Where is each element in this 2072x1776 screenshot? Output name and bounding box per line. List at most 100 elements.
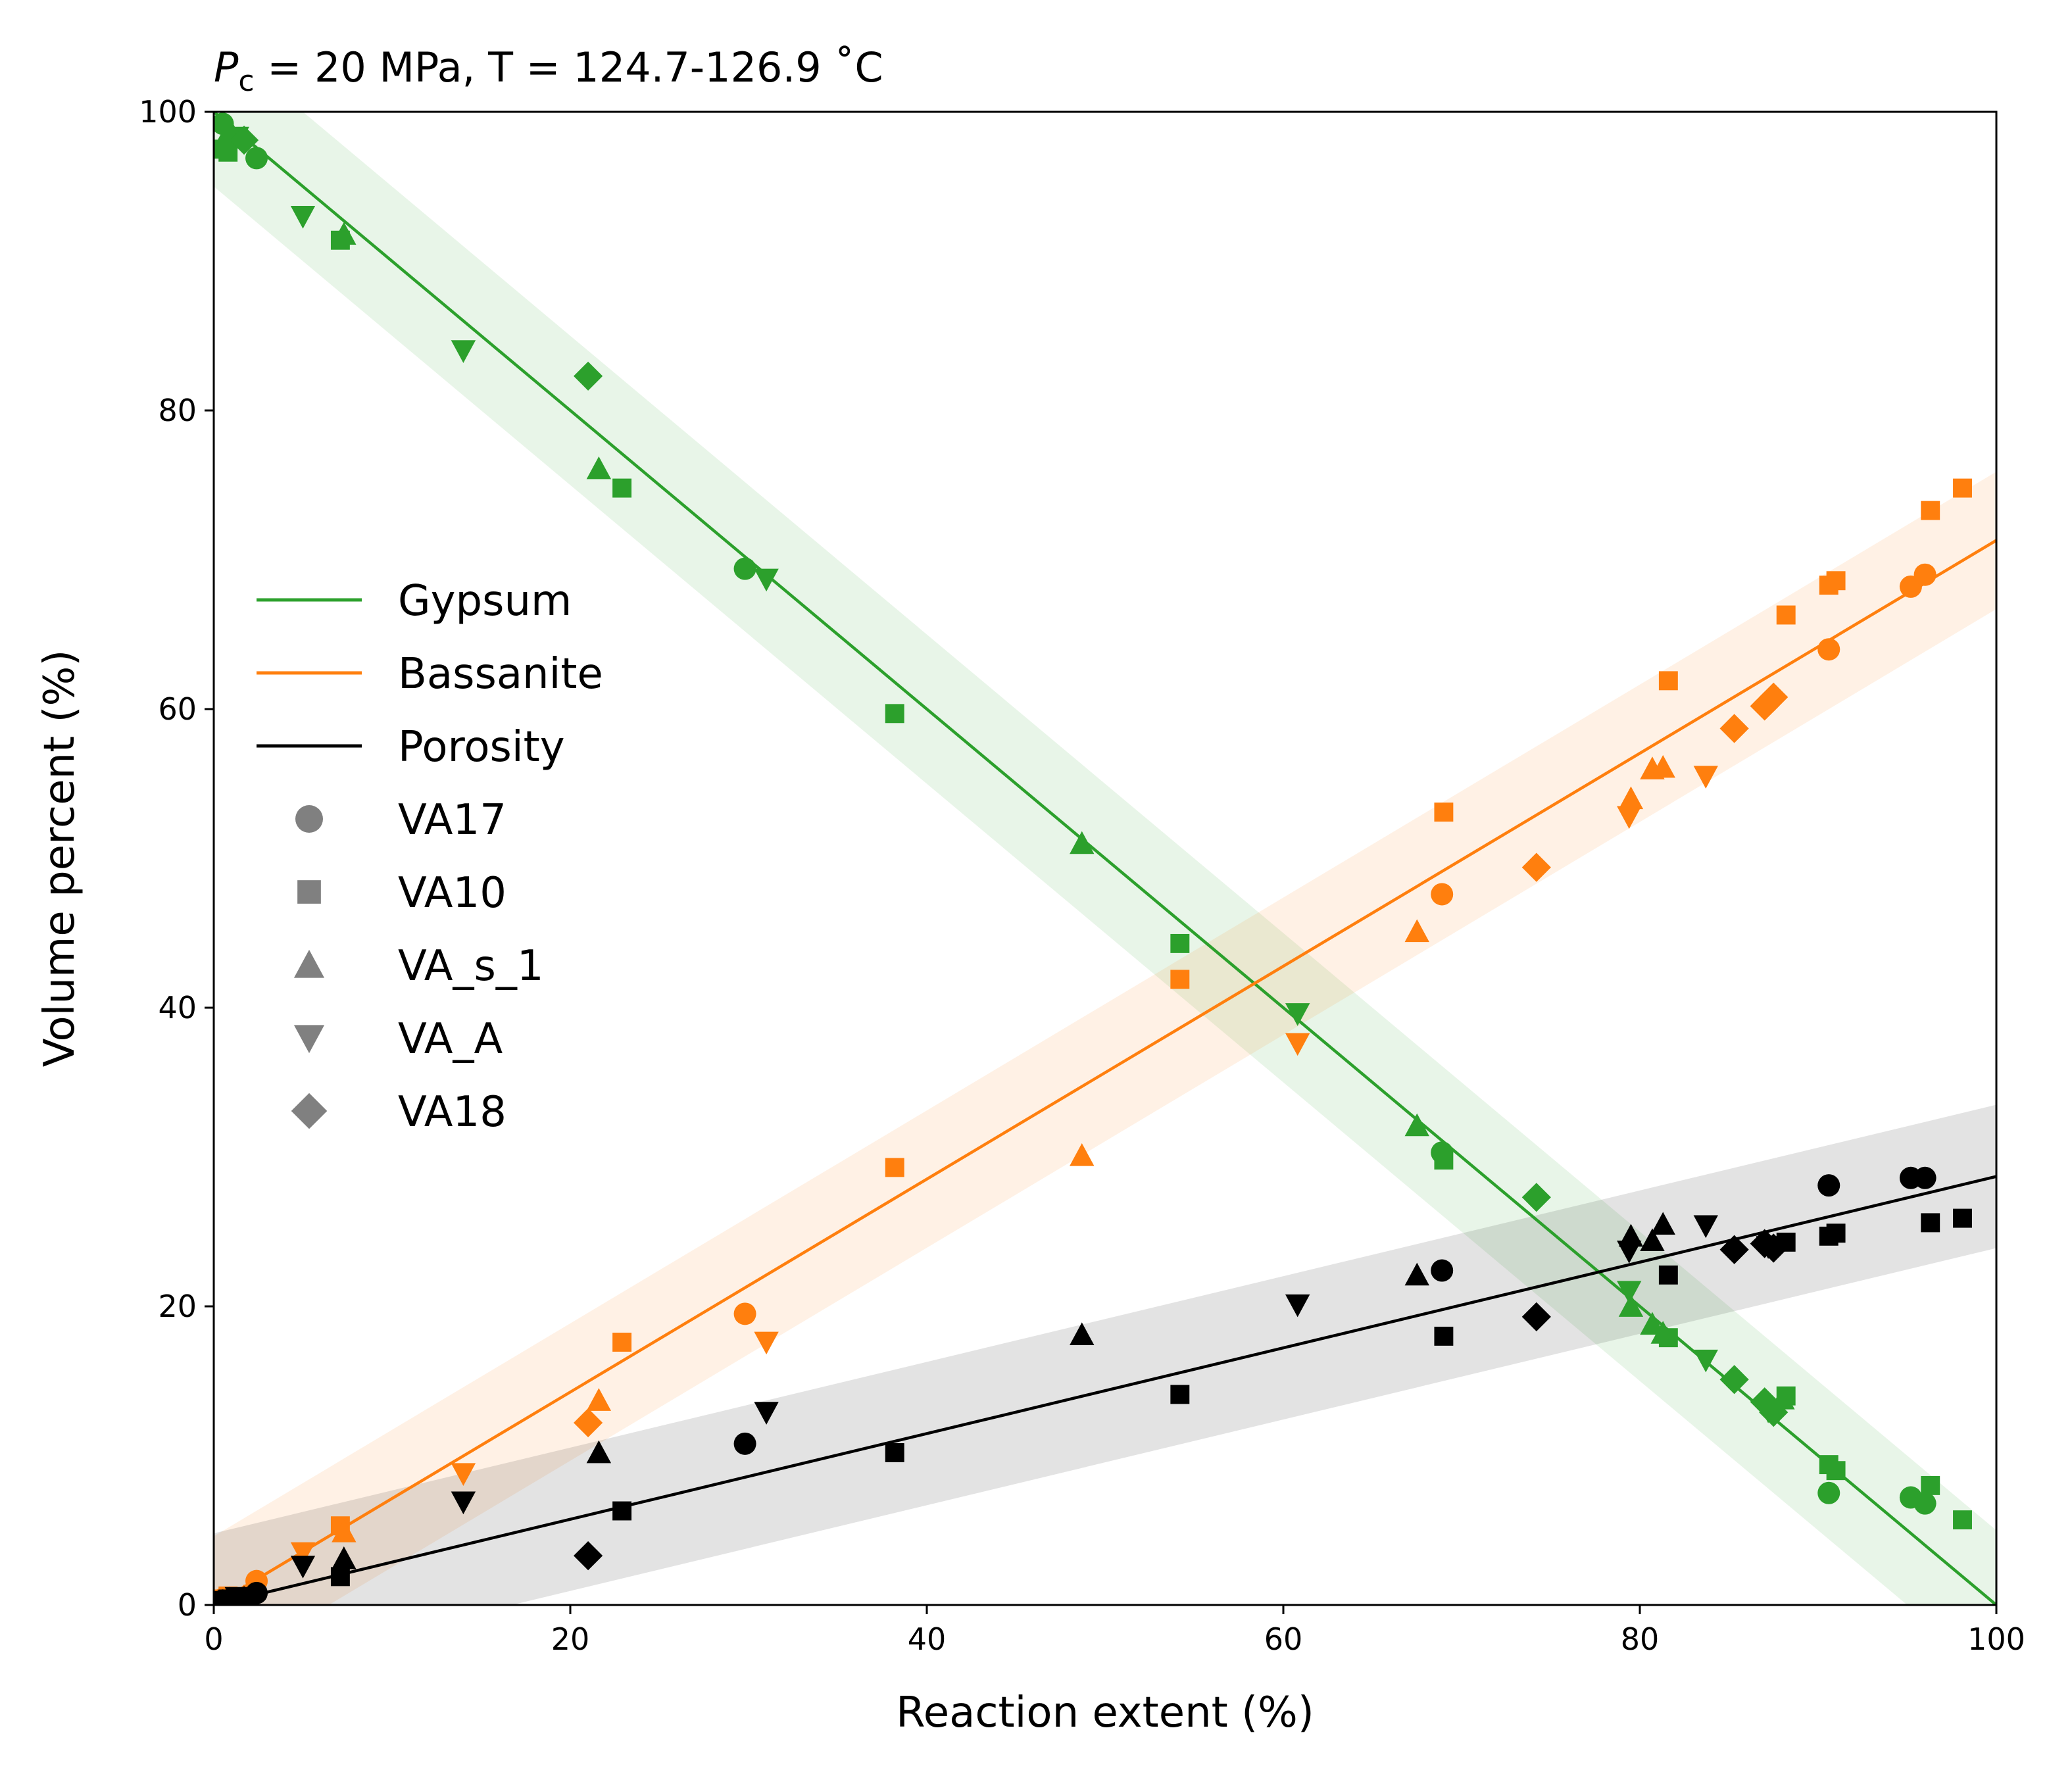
data-point-gypsum-va18 xyxy=(229,126,259,155)
data-point-bassanite-va17 xyxy=(1913,563,1936,586)
data-point-porosity-va10 xyxy=(1170,1385,1190,1404)
data-point-porosity-va-s-1 xyxy=(586,1440,612,1464)
data-point-porosity-va-s-1 xyxy=(1070,1322,1095,1346)
legend-label-va18: VA18 xyxy=(398,1088,506,1137)
x-tick-label: 60 xyxy=(1264,1621,1303,1657)
y-tick-label: 100 xyxy=(139,94,197,130)
data-point-gypsum-va-a xyxy=(754,568,779,592)
data-point-porosity-va-a xyxy=(1617,1241,1642,1264)
data-point-gypsum-va17 xyxy=(1913,1492,1936,1515)
x-tick-label: 100 xyxy=(1967,1621,2025,1657)
title-symbol: P xyxy=(214,43,239,91)
data-point-porosity-va17 xyxy=(1431,1259,1454,1282)
data-point-bassanite-va-a xyxy=(290,1542,316,1566)
title-subscript: c xyxy=(238,64,254,98)
data-point-porosity-va18 xyxy=(574,1541,603,1571)
data-point-porosity-va-a xyxy=(1693,1215,1718,1239)
data-point-bassanite-va10 xyxy=(1658,671,1678,691)
title-rest: = 20 MPa, T = 124.7-126.9 ˚C xyxy=(255,43,883,91)
axes: 0 20 40 60 80 100 0 20 40 60 80 100 xyxy=(139,94,2025,1657)
data-point-gypsum-va10 xyxy=(1921,1475,1940,1495)
data-point-gypsum-va10 xyxy=(1953,1510,1972,1530)
data-point-bassanite-va10 xyxy=(1434,802,1454,822)
data-point-gypsum-va10 xyxy=(1434,1150,1454,1170)
band-bassanite xyxy=(214,472,1996,1605)
legend-marker-va18 xyxy=(291,1093,328,1129)
fit-line-porosity xyxy=(214,1175,1996,1605)
data-point-porosity-va10 xyxy=(1658,1265,1678,1285)
data-point-porosity-va18 xyxy=(1521,1302,1551,1331)
data-point-gypsum-va18 xyxy=(1719,1365,1749,1394)
data-point-porosity-va18 xyxy=(1719,1235,1749,1264)
x-tick-label: 40 xyxy=(908,1621,947,1657)
data-point-porosity-va18 xyxy=(1759,1233,1788,1263)
data-point-gypsum-va17 xyxy=(1817,1481,1840,1504)
data-point-porosity-va10 xyxy=(885,1443,904,1462)
legend-marker-va10 xyxy=(297,880,321,904)
data-point-gypsum-va10 xyxy=(1170,933,1190,953)
data-point-bassanite-va10 xyxy=(1170,970,1190,989)
data-point-bassanite-va-s-1 xyxy=(1070,1143,1095,1166)
data-point-bassanite-va17 xyxy=(1817,638,1840,661)
data-point-bassanite-va18 xyxy=(1719,714,1749,743)
data-point-bassanite-va-a xyxy=(1617,806,1642,829)
data-point-porosity-va-s-1 xyxy=(332,1546,357,1569)
data-point-bassanite-va10 xyxy=(1953,478,1972,498)
data-point-porosity-va-a xyxy=(1285,1294,1310,1318)
data-point-porosity-va-s-1 xyxy=(1640,1228,1665,1252)
legend-marker-va17 xyxy=(295,805,323,833)
data-point-porosity-va10 xyxy=(330,1567,350,1587)
data-point-porosity-va-a xyxy=(754,1402,779,1425)
data-point-bassanite-va-a xyxy=(451,1463,476,1486)
legend-label-gypsum: Gypsum xyxy=(398,577,572,626)
legend-label-va10: VA10 xyxy=(398,869,506,918)
chart-title: Pc = 20 MPa, T = 124.7-126.9 ˚C xyxy=(214,43,883,98)
data-point-porosity-va10 xyxy=(1953,1208,1972,1228)
data-point-bassanite-va-s-1 xyxy=(586,1388,612,1411)
data-point-gypsum-va17 xyxy=(245,147,268,170)
data-point-bassanite-va10 xyxy=(1826,571,1846,591)
data-point-bassanite-va18 xyxy=(574,1408,603,1438)
data-point-bassanite-va10 xyxy=(1776,605,1796,625)
data-point-gypsum-va17 xyxy=(733,557,756,580)
legend-marker-va-s-1 xyxy=(293,949,325,978)
y-tick-label: 60 xyxy=(158,691,197,727)
y-tick-label: 80 xyxy=(158,393,197,428)
data-point-gypsum-va18 xyxy=(1521,1183,1551,1212)
data-markers xyxy=(214,112,1972,1605)
data-point-gypsum-va18 xyxy=(574,361,603,391)
data-point-porosity-va-a xyxy=(290,1556,316,1579)
y-axis-label: Volume percent (%) xyxy=(36,650,84,1068)
x-tick-label: 80 xyxy=(1621,1621,1660,1657)
data-point-bassanite-va10 xyxy=(612,1333,632,1352)
data-point-gypsum-va-a xyxy=(451,340,476,363)
data-point-porosity-va10 xyxy=(1434,1326,1454,1346)
data-point-bassanite-va-a xyxy=(754,1331,779,1355)
data-point-bassanite-va-s-1 xyxy=(1650,754,1675,778)
data-point-porosity-va-s-1 xyxy=(1650,1212,1675,1235)
data-point-porosity-va17 xyxy=(1817,1174,1840,1197)
x-axis-label: Reaction extent (%) xyxy=(896,1689,1314,1737)
y-tick-label: 20 xyxy=(158,1289,197,1324)
legend: Gypsum Bassanite Porosity VA17 VA10 VA_s_1 VA_… xyxy=(257,577,603,1137)
data-point-bassanite-va-a xyxy=(1693,766,1718,789)
x-tick-label: 0 xyxy=(204,1621,223,1657)
data-point-gypsum-va-s-1 xyxy=(332,222,357,245)
legend-label-va-s-1: VA_s_1 xyxy=(398,942,544,991)
data-point-porosity-va17 xyxy=(1913,1166,1936,1189)
legend-marker-va-a xyxy=(293,1025,325,1054)
data-point-porosity-va18 xyxy=(229,1586,259,1605)
data-point-gypsum-va18 xyxy=(1759,1398,1788,1427)
data-point-bassanite-va-s-1 xyxy=(332,1519,357,1542)
y-tick-label: 40 xyxy=(158,990,197,1025)
data-point-bassanite-va10 xyxy=(1921,501,1940,520)
plot-frame xyxy=(212,111,1998,1606)
data-point-gypsum-va10 xyxy=(1826,1461,1846,1481)
data-point-gypsum-va-s-1 xyxy=(1070,831,1095,854)
legend-label-va-a: VA_A xyxy=(398,1015,503,1064)
data-point-gypsum-va-a xyxy=(1693,1349,1718,1373)
data-point-porosity-va10 xyxy=(1921,1213,1940,1233)
data-point-gypsum-va-a xyxy=(290,206,316,229)
